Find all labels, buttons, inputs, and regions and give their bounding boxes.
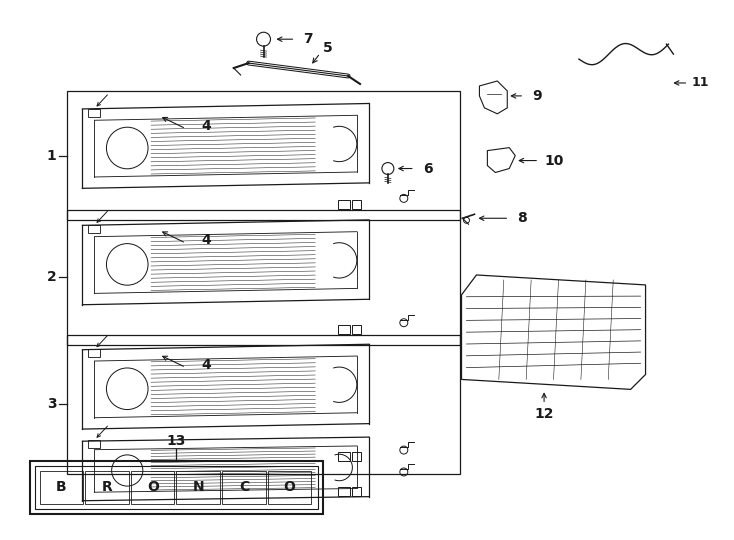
Text: N: N (192, 481, 204, 495)
Bar (352, 452, 361, 461)
Text: 11: 11 (691, 77, 709, 90)
Bar (85, 471, 129, 504)
Text: 4: 4 (201, 357, 211, 372)
Text: 10: 10 (545, 153, 564, 167)
Text: 9: 9 (532, 89, 542, 103)
Text: 6: 6 (423, 161, 432, 176)
Text: 3: 3 (47, 397, 57, 411)
Bar (34, 466, 319, 509)
Bar (88, 349, 101, 357)
Text: 1: 1 (47, 148, 57, 163)
Text: R: R (102, 481, 112, 495)
Bar (67, 91, 459, 220)
Bar (176, 471, 220, 504)
Text: 4: 4 (201, 119, 211, 133)
Bar (88, 440, 101, 448)
Bar (67, 335, 459, 474)
Bar (30, 461, 323, 514)
Text: 4: 4 (201, 233, 211, 247)
Bar (40, 471, 83, 504)
Bar (352, 487, 361, 496)
Text: 8: 8 (517, 211, 527, 225)
Bar (268, 471, 311, 504)
Bar (338, 325, 350, 334)
Bar (338, 200, 350, 210)
Text: O: O (147, 481, 159, 495)
Text: 2: 2 (47, 270, 57, 284)
Bar (352, 325, 361, 334)
Text: 12: 12 (534, 407, 554, 421)
Bar (222, 471, 266, 504)
Text: 13: 13 (167, 434, 186, 448)
Text: 7: 7 (303, 32, 313, 46)
Bar (338, 452, 350, 461)
Text: C: C (239, 481, 249, 495)
Text: B: B (57, 481, 67, 495)
Text: O: O (283, 481, 295, 495)
Text: 5: 5 (323, 41, 333, 55)
Bar (67, 210, 459, 345)
Bar (352, 200, 361, 210)
Bar (88, 225, 101, 233)
Bar (131, 471, 175, 504)
Bar (338, 487, 350, 496)
Bar (88, 109, 101, 117)
